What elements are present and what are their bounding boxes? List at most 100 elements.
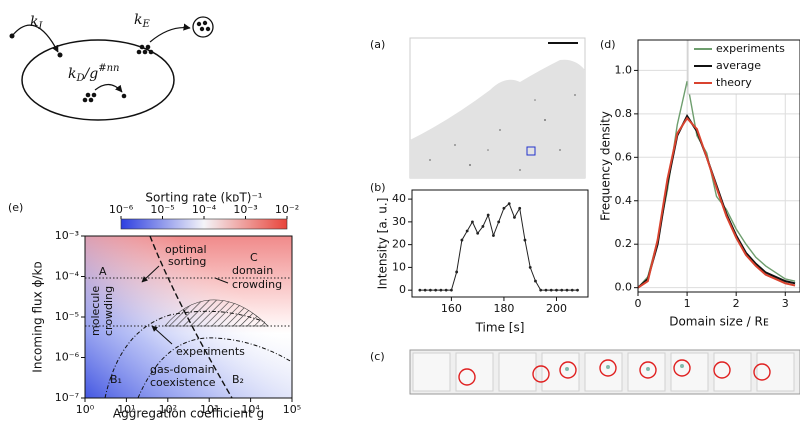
x-tick-label: 2 [733,297,740,310]
series-line [419,202,578,291]
data-point [523,238,527,242]
data-point [471,220,474,224]
x-tick-label: 10⁵ [283,403,301,416]
x-tick-label: 10⁰ [76,403,95,416]
charts: 10⁰ 10¹ 10² 10³ 10⁴ 10⁵ 10⁻⁷ 10⁻⁶ 10⁻⁵ 10⁻⁴ 10⁻³ Ag… [31,39,800,421]
data-point [428,288,432,292]
x-tick-label: 200 [546,302,567,315]
data-point [439,288,443,292]
data-point [539,288,543,292]
data-point [549,288,553,292]
data-point [576,288,579,292]
image-strip [409,349,800,395]
y-tick-label: 10⁻³ [55,229,79,242]
annotation: B₂ [232,373,244,386]
x-tick-label: 1 [684,297,691,310]
rate-label: kD/g#nn [68,63,119,84]
series-line [638,116,796,289]
y-axis-label: Frequency density [599,111,613,221]
annotation: domain [232,264,273,277]
annotation: crowding [102,286,115,336]
data-point [528,266,532,269]
data-point [507,202,511,206]
data-point [481,225,485,228]
microscopy-image [409,37,586,179]
x-tick-label: 10³ [200,403,218,416]
data-point [418,288,422,292]
x-tick-label: 160 [441,302,462,315]
data-point [492,234,495,237]
colorbar-tick-label: 10⁻⁵ [150,203,174,216]
x-tick-label: 10⁴ [241,403,260,416]
legend-label: theory [716,76,752,89]
data-point [434,288,438,292]
axes: 160 180 200 0 10 20 30 40 Time [s] Intensity [a. … [376,192,567,334]
y-tick-label: 0.2 [615,237,633,250]
annotation: crowding [232,278,282,291]
annotation: sorting [168,255,206,268]
colorbar-tick-label: 10⁻³ [233,203,257,216]
data-point [476,231,480,235]
plot-frame [84,235,293,399]
data-point [570,288,574,292]
y-tick-label: 10⁻⁷ [55,391,79,404]
y-tick-label: 0.4 [615,194,633,207]
schematic: kI kE kD/g#nn [9,12,214,121]
y-tick-label: 0.6 [615,150,633,163]
y-tick-label: 1.0 [615,63,633,76]
data-point [560,288,564,292]
y-tick-label: 10 [392,260,406,273]
x-tick-label: 3 [782,297,789,310]
y-tick-label: 20 [392,238,406,251]
panel-label: (e) [8,201,23,214]
data-point [460,238,464,242]
y-axis-label: Incoming flux ϕ/kᴅ [31,261,45,372]
data-point [544,288,548,292]
annotation: molecule [89,286,102,336]
colorbar-tick-label: 10⁻⁶ [109,203,134,216]
y-axis-label: Intensity [a. u.] [376,198,390,290]
annotation: A [99,265,107,278]
annotation: gas-domain [150,363,215,376]
y-tick-label: 10⁻⁴ [55,270,80,283]
rate-label: kE [134,12,150,30]
annotation: C [250,251,258,264]
phase-diagram-background [85,218,293,399]
y-tick-label: 30 [392,215,406,228]
annotation: coexistence [150,376,216,389]
data-point [534,279,537,283]
annotation: B₁ [110,373,122,386]
x-tick-label: 10² [159,403,177,416]
plot-frame [637,39,800,293]
rate-label: kI [30,14,43,32]
x-axis-label: Aggregation coefficient g [113,407,264,421]
data-point [513,215,516,219]
colorbar-tick-label: 10⁻⁴ [192,203,217,216]
y-tick-label: 0.0 [615,281,633,294]
series-line [638,114,796,289]
x-tick-label: 10¹ [117,403,135,416]
data-point [502,206,506,210]
legend-label: experiments [716,42,785,55]
annotation: optimal [165,243,207,256]
y-tick-label: 10⁻⁵ [55,310,79,323]
data-point [497,220,501,224]
data-point [423,288,427,292]
plot-area [638,81,796,289]
x-tick-label: 0 [635,297,642,310]
x-tick-label: 180 [493,302,514,315]
y-tick-label: 0.8 [615,107,633,120]
panel-label: (d) [600,38,616,51]
axes: 10⁰ 10¹ 10² 10³ 10⁴ 10⁵ 10⁻⁷ 10⁻⁶ 10⁻⁵ 10⁻⁴ 10⁻³ Ag… [31,229,302,421]
data-point [465,229,469,233]
annotation: experiments [176,345,245,358]
data-point [444,288,448,292]
y-tick-label: 10⁻⁶ [55,351,80,364]
data-point [486,213,490,217]
phase-annotations: optimal sorting A C domain crowding mole… [89,243,282,389]
plot-frame [411,189,589,298]
y-tick-label: 40 [392,192,406,205]
data-point [555,288,558,292]
y-tick-label: 0 [399,283,406,296]
